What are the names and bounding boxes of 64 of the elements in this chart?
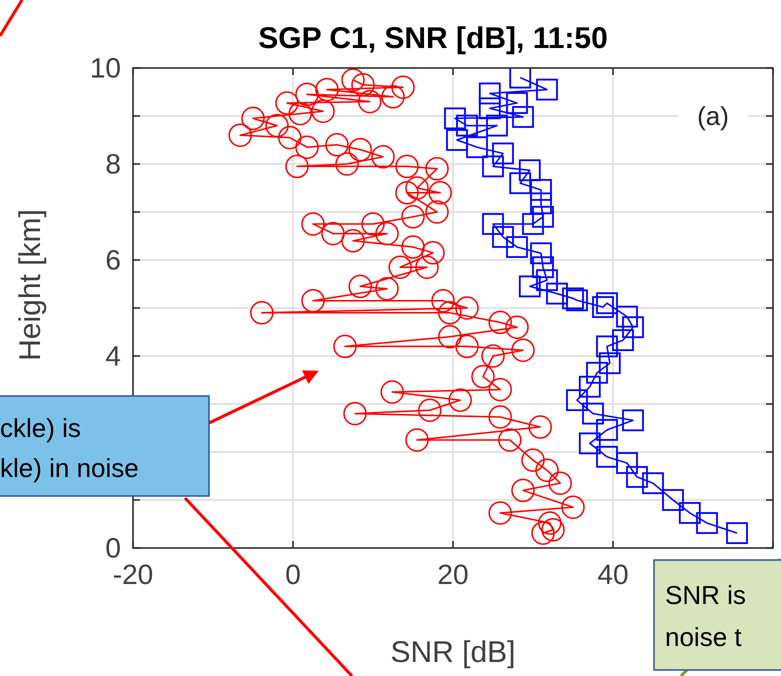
point: [626, 466, 648, 488]
point: [492, 142, 514, 164]
point: [596, 292, 618, 314]
point: [512, 106, 534, 128]
x-axis-title: SNR [dB]: [390, 636, 516, 669]
point: [486, 114, 508, 136]
point: [532, 206, 554, 228]
y-tick-label: 8: [105, 148, 121, 180]
point: [566, 389, 588, 412]
point: [536, 269, 558, 292]
point: [678, 502, 701, 524]
point: [562, 288, 584, 310]
point: [532, 256, 554, 278]
point: [616, 306, 638, 328]
point: [456, 114, 478, 136]
y-tick-label: 10: [90, 52, 121, 84]
text: SNR is noise t: [665, 580, 746, 652]
point: [530, 192, 552, 214]
point: [530, 179, 552, 201]
point: [596, 419, 618, 441]
point: [482, 213, 504, 235]
chart-title: SGP C1, SNR [dB], 11:50: [258, 22, 608, 55]
point: [586, 362, 608, 384]
point: [578, 376, 601, 398]
point: [478, 82, 501, 104]
point: [598, 352, 621, 374]
point: [596, 336, 618, 358]
point: [616, 452, 638, 474]
y-axis-title: Height [km]: [14, 209, 47, 361]
point: [612, 329, 634, 352]
annotation: ckle) is kle) in noise: [0, 413, 139, 483]
point: [696, 512, 718, 534]
point: [622, 316, 644, 338]
point: [466, 136, 488, 158]
point: [482, 156, 504, 178]
point: [478, 97, 501, 120]
point: [662, 489, 684, 511]
point: [582, 402, 604, 424]
point: [509, 68, 532, 88]
y-tick-label: 6: [105, 244, 121, 276]
point: [536, 78, 558, 100]
point: [622, 409, 644, 432]
point: [596, 446, 618, 468]
y-tick-label: 4: [105, 340, 121, 372]
point: [530, 242, 552, 264]
point: [578, 432, 601, 454]
point: [492, 226, 514, 248]
point: [518, 276, 541, 298]
point: [642, 472, 664, 494]
point: [592, 296, 614, 318]
point: [726, 522, 748, 544]
point: [522, 213, 544, 235]
point: [509, 172, 532, 194]
point: [566, 289, 588, 312]
point: [546, 282, 568, 304]
point: [506, 236, 528, 258]
point: [446, 129, 468, 151]
x-tick-label: 0: [285, 559, 301, 590]
point: [518, 159, 541, 182]
point: [444, 108, 466, 130]
x-tick-label: 20: [437, 559, 469, 590]
annotation: (a): [697, 101, 729, 131]
x-tick-label: 40: [597, 559, 629, 590]
point: [506, 92, 528, 114]
